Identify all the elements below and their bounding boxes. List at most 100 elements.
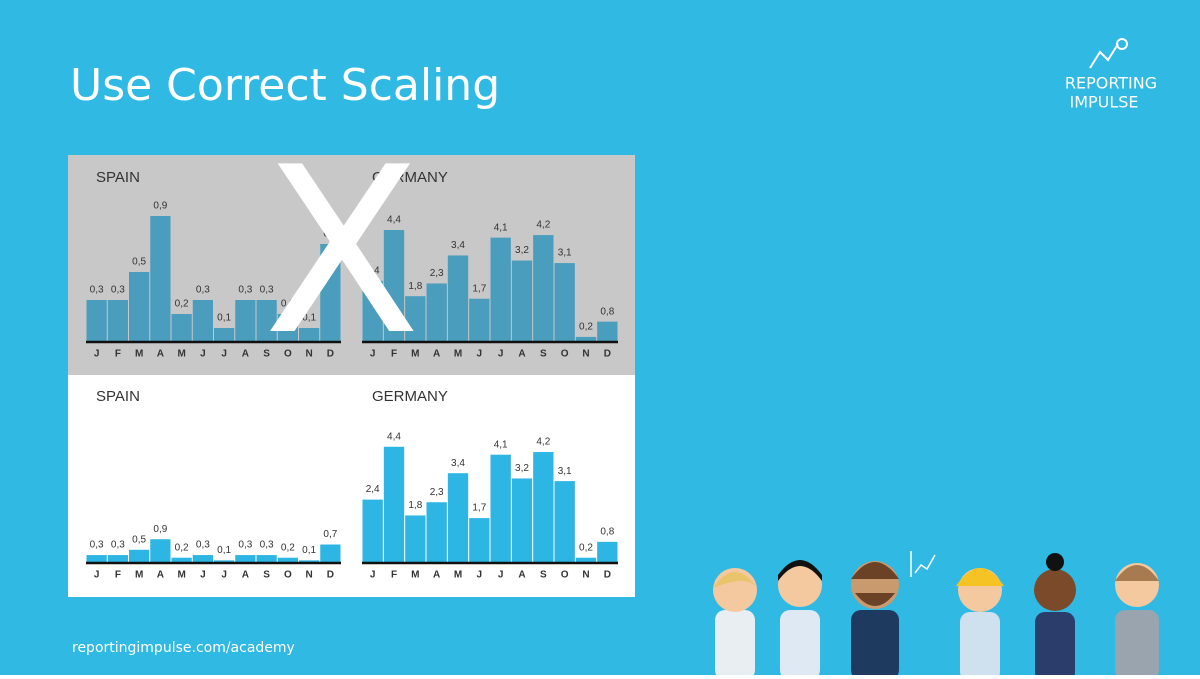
x-tick-label: J xyxy=(477,570,483,581)
value-label: 0,2 xyxy=(579,542,593,553)
bar xyxy=(490,454,511,563)
x-tick-label: S xyxy=(263,570,270,581)
character xyxy=(956,568,1004,679)
value-label: 0,3 xyxy=(111,285,125,296)
x-tick-label: J xyxy=(498,349,504,360)
logo-text: IMPULSE xyxy=(1069,93,1138,112)
bar xyxy=(597,321,618,342)
value-label: 0,1 xyxy=(217,313,231,324)
value-label: 0,8 xyxy=(600,306,614,317)
bar xyxy=(299,328,320,342)
bar xyxy=(235,555,256,563)
x-tick-label: A xyxy=(433,570,440,581)
x-tick-label: J xyxy=(221,349,227,360)
bar xyxy=(192,300,213,342)
x-tick-label: O xyxy=(284,349,292,360)
x-tick-label: J xyxy=(94,349,100,360)
x-tick-label: A xyxy=(518,570,525,581)
value-label: 0,2 xyxy=(281,299,295,310)
value-label: 4,1 xyxy=(494,439,508,450)
bar xyxy=(150,216,171,342)
x-tick-label: D xyxy=(327,349,334,360)
bar xyxy=(383,230,405,342)
bar xyxy=(383,446,405,563)
x-tick-label: J xyxy=(94,570,100,581)
x-tick-label: J xyxy=(200,570,206,581)
x-tick-label: O xyxy=(561,349,569,360)
character xyxy=(851,561,899,679)
logo-text: REPORTING xyxy=(1065,74,1157,93)
x-tick-label: S xyxy=(540,570,547,581)
x-tick-label: N xyxy=(306,349,313,360)
value-label: 0,8 xyxy=(600,527,614,538)
x-tick-label: A xyxy=(157,349,164,360)
bar xyxy=(192,555,213,563)
bar xyxy=(171,557,192,563)
bar xyxy=(320,244,341,342)
bar xyxy=(490,237,511,342)
x-tick-label: A xyxy=(242,349,249,360)
bar xyxy=(575,557,597,563)
value-label: 0,3 xyxy=(196,285,210,296)
bar xyxy=(107,555,128,563)
bar xyxy=(150,539,171,563)
value-label: 0,2 xyxy=(281,542,295,553)
x-tick-label: M xyxy=(411,349,419,360)
chart-title: SPAIN xyxy=(96,388,140,405)
bar xyxy=(107,300,128,342)
value-label: 2,4 xyxy=(366,266,380,277)
value-label: 0,5 xyxy=(132,534,146,545)
value-label: 0,9 xyxy=(153,201,167,212)
value-label: 0,3 xyxy=(260,540,274,551)
value-label: 3,2 xyxy=(515,463,529,474)
x-tick-label: A xyxy=(433,349,440,360)
bar xyxy=(362,499,383,563)
x-tick-label: O xyxy=(284,570,292,581)
bar xyxy=(129,272,150,342)
value-label: 0,3 xyxy=(90,285,104,296)
bar xyxy=(575,336,597,342)
characters xyxy=(713,551,1159,679)
value-label: 3,1 xyxy=(558,466,572,477)
bar xyxy=(554,263,575,342)
value-label: 0,1 xyxy=(302,545,316,556)
x-tick-label: M xyxy=(177,570,185,581)
value-label: 1,7 xyxy=(472,503,486,514)
bar xyxy=(447,255,469,342)
value-label: 3,2 xyxy=(515,245,529,256)
x-tick-label: M xyxy=(454,349,462,360)
value-label: 4,2 xyxy=(536,220,550,231)
bar xyxy=(554,481,575,563)
bar xyxy=(86,300,107,342)
bar xyxy=(426,283,447,342)
chart-title: SPAIN xyxy=(96,169,140,186)
bar xyxy=(256,300,277,342)
value-label: 0,3 xyxy=(238,540,252,551)
value-label: 1,7 xyxy=(472,283,486,294)
bar xyxy=(469,298,490,342)
bar xyxy=(214,328,235,342)
logo-icon xyxy=(1089,43,1119,69)
value-label: 0,3 xyxy=(238,285,252,296)
x-tick-label: N xyxy=(582,570,589,581)
value-label: 2,4 xyxy=(366,484,380,495)
value-label: 0,2 xyxy=(175,299,189,310)
bar xyxy=(86,555,107,563)
bar xyxy=(405,296,426,342)
value-label: 0,1 xyxy=(217,545,231,556)
value-label: 0,1 xyxy=(302,313,316,324)
value-label: 4,4 xyxy=(387,431,401,442)
x-tick-label: N xyxy=(306,570,313,581)
character xyxy=(778,560,822,679)
x-tick-label: S xyxy=(263,349,270,360)
x-tick-label: J xyxy=(498,570,504,581)
value-label: 4,2 xyxy=(536,437,550,448)
value-label: 0,7 xyxy=(323,229,337,240)
x-tick-label: N xyxy=(582,349,589,360)
x-tick-label: A xyxy=(157,570,164,581)
value-label: 4,1 xyxy=(494,222,508,233)
bar xyxy=(235,300,256,342)
x-tick-label: O xyxy=(561,570,569,581)
value-label: 0,9 xyxy=(153,524,167,535)
